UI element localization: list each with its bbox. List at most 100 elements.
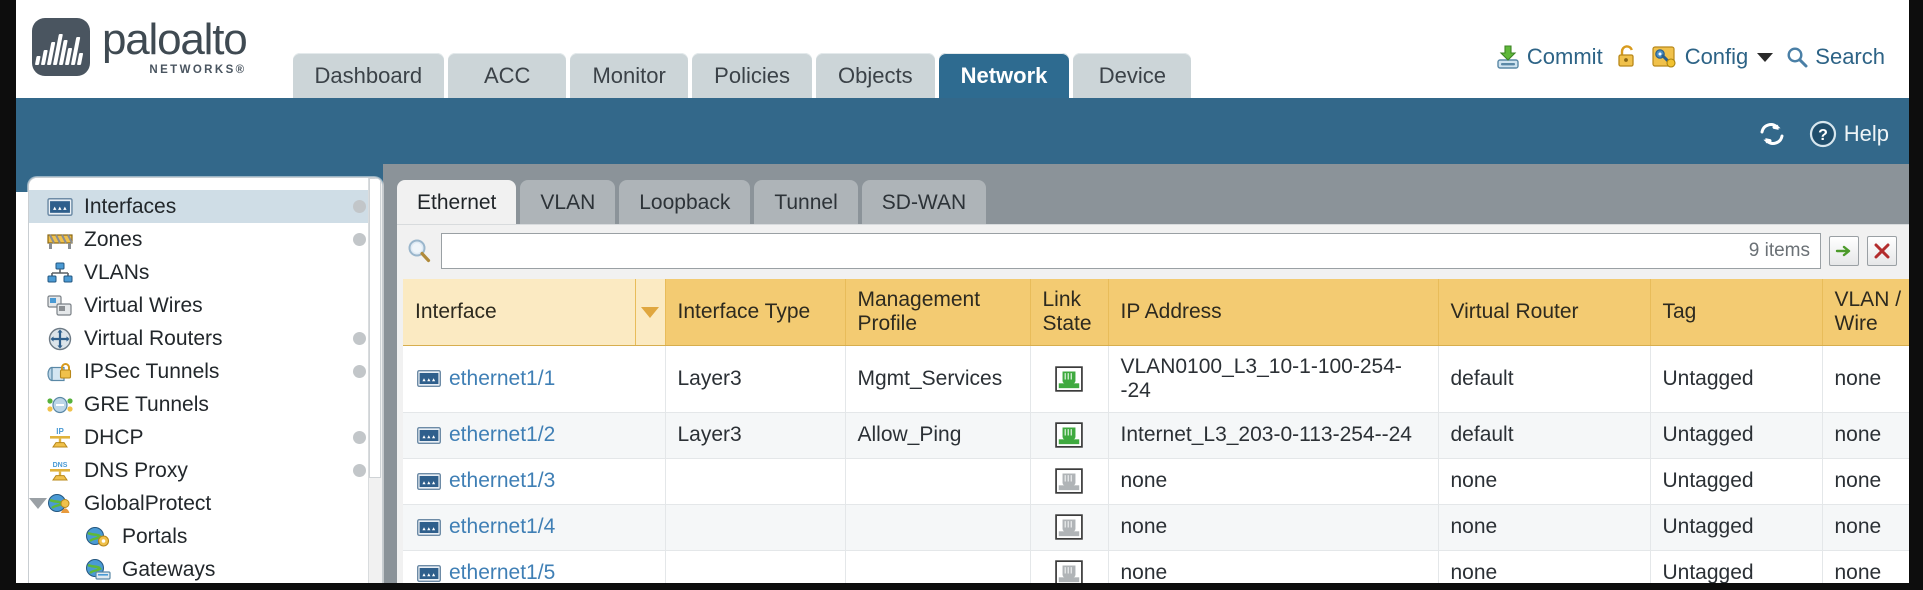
nav-tab-acc[interactable]: ACC <box>448 53 567 98</box>
ipsec-tunnels-icon <box>45 361 75 383</box>
window-frame-right <box>1909 0 1923 590</box>
gre-tunnels-icon <box>45 394 75 416</box>
search-icon <box>1787 47 1808 68</box>
cell-interface: ethernet1/5 <box>403 550 666 583</box>
commit-icon <box>1497 45 1519 69</box>
cell-tag: Untagged <box>1650 550 1823 583</box>
help-label: Help <box>1843 121 1889 146</box>
nav-tab-device[interactable]: Device <box>1073 53 1192 98</box>
nav-tab-monitor[interactable]: Monitor <box>570 53 689 98</box>
sidebar-item-gateways[interactable]: Gateways <box>29 553 382 586</box>
apply-filter-button[interactable] <box>1829 236 1859 266</box>
filter-search-icon[interactable] <box>405 237 433 265</box>
cell-tag: Untagged <box>1650 412 1823 459</box>
column-header-link-state[interactable]: Link State <box>1030 279 1109 346</box>
refresh-icon <box>1760 123 1784 145</box>
lock-button[interactable] <box>1615 44 1639 70</box>
column-sort-toggle[interactable] <box>635 279 666 346</box>
cell-management-profile <box>845 550 1031 583</box>
sidebar-item-globalprotect[interactable]: GlobalProtect <box>29 487 382 520</box>
sidebar-item-label: VLANs <box>84 260 150 284</box>
interface-link[interactable]: ethernet1/1 <box>449 366 556 390</box>
cell-vlan-wire: none <box>1822 345 1909 413</box>
cell-ip-address: none <box>1108 504 1439 551</box>
tab-tunnel[interactable]: Tunnel <box>754 180 858 224</box>
column-header-vlan-wire[interactable]: VLAN / Wire <box>1822 279 1909 346</box>
nav-tab-objects[interactable]: Objects <box>815 53 935 98</box>
sidebar-item-interfaces[interactable]: Interfaces <box>29 190 382 223</box>
column-header-interface-type[interactable]: Interface Type <box>665 279 846 346</box>
nav-tab-dashboard[interactable]: Dashboard <box>292 53 445 98</box>
nav-tab-network[interactable]: Network <box>938 53 1070 98</box>
interface-icon <box>417 564 441 582</box>
cell-management-profile <box>845 504 1031 551</box>
search-button[interactable]: Search <box>1785 44 1885 70</box>
help-button[interactable]: ? Help <box>1809 120 1889 148</box>
sidebar-status-dot <box>353 365 366 378</box>
paloalto-logo-icon <box>32 18 90 76</box>
clear-filter-button[interactable] <box>1867 236 1897 266</box>
sidebar-item-ipsec-tunnels[interactable]: IPSec Tunnels <box>29 355 382 388</box>
sidebar-item-vlans[interactable]: VLANs <box>29 256 382 289</box>
sidebar-item-portals[interactable]: Portals <box>29 520 382 553</box>
tab-ethernet[interactable]: Ethernet <box>397 180 517 224</box>
expand-collapse-toggle[interactable] <box>29 498 47 509</box>
sidebar-scrollbar-thumb[interactable] <box>369 178 381 478</box>
sidebar-item-zones[interactable]: Zones <box>29 223 382 256</box>
dns-proxy-icon: DNS <box>45 460 75 482</box>
table-row[interactable]: ethernet1/2 Layer3 Allow_Ping <box>403 412 1909 459</box>
column-header-ip-address[interactable]: IP Address <box>1108 279 1439 346</box>
cell-virtual-router: none <box>1438 550 1651 583</box>
cell-ip-address: VLAN0100_L3_10-1-100-254--24 <box>1108 345 1439 413</box>
table-row[interactable]: ethernet1/3 <box>403 458 1909 505</box>
commit-button[interactable]: Commit <box>1495 44 1603 70</box>
config-dropdown[interactable]: Config <box>1651 44 1774 70</box>
dhcp-icon: IP <box>45 427 75 449</box>
table-row[interactable]: ethernet1/1 Layer3 Mgmt_Services <box>403 345 1909 413</box>
sidebar-item-label: Portals <box>122 524 188 548</box>
sidebar-item-dhcp[interactable]: IP DHCP <box>29 421 382 454</box>
search-row: 9 items <box>397 225 1909 273</box>
sidebar-item-gre-tunnels[interactable]: GRE Tunnels <box>29 388 382 421</box>
interface-link[interactable]: ethernet1/3 <box>449 469 556 492</box>
cell-ip-address: none <box>1108 550 1439 583</box>
interfaces-table-wrap[interactable]: Interface Interface Type Management Prof… <box>403 279 1909 583</box>
table-row[interactable]: ethernet1/4 <box>403 504 1909 551</box>
tab-vlan[interactable]: VLAN <box>520 180 616 224</box>
sidebar-item-dns-proxy[interactable]: DNS DNS Proxy <box>29 454 382 487</box>
sidebar-status-dot <box>353 464 366 477</box>
cell-virtual-router: none <box>1438 458 1651 505</box>
virtual-wires-icon <box>45 294 75 317</box>
cell-interface-type: Layer3 <box>665 345 846 413</box>
search-input[interactable]: 9 items <box>441 233 1821 269</box>
cell-virtual-router: none <box>1438 504 1651 551</box>
sidebar-scrollbar[interactable] <box>368 178 382 590</box>
window-frame-bottom <box>0 583 1923 590</box>
interface-link[interactable]: ethernet1/2 <box>449 423 556 446</box>
table-row[interactable]: ethernet1/5 <box>403 550 1909 583</box>
cell-interface-type <box>665 458 846 505</box>
tab-loopback[interactable]: Loopback <box>619 180 751 224</box>
brand-logo[interactable]: paloalto NETWORKS® <box>16 0 248 76</box>
cell-management-profile: Mgmt_Services <box>845 345 1031 413</box>
link-state-down-icon <box>1055 560 1083 583</box>
refresh-button[interactable] <box>1757 120 1787 148</box>
sidebar-item-virtual-wires[interactable]: Virtual Wires <box>29 289 382 322</box>
interfaces-panel: 9 items <box>397 224 1909 583</box>
cell-management-profile <box>845 458 1031 505</box>
column-header-tag[interactable]: Tag <box>1650 279 1823 346</box>
svg-text:?: ? <box>1818 127 1828 144</box>
cell-tag: Untagged <box>1650 504 1823 551</box>
column-header-interface[interactable]: Interface <box>403 279 636 346</box>
window-frame-left <box>0 0 16 590</box>
column-header-virtual-router[interactable]: Virtual Router <box>1438 279 1651 346</box>
sidebar-item-virtual-routers[interactable]: Virtual Routers <box>29 322 382 355</box>
interface-link[interactable]: ethernet1/5 <box>449 561 556 583</box>
cell-link-state <box>1030 458 1109 505</box>
portals-icon <box>83 526 113 548</box>
interface-link[interactable]: ethernet1/4 <box>449 515 556 538</box>
tab-sdwan[interactable]: SD-WAN <box>861 180 987 224</box>
nav-tab-policies[interactable]: Policies <box>692 53 812 98</box>
commit-label: Commit <box>1526 44 1603 69</box>
column-header-management-profile[interactable]: Management Profile <box>845 279 1031 346</box>
